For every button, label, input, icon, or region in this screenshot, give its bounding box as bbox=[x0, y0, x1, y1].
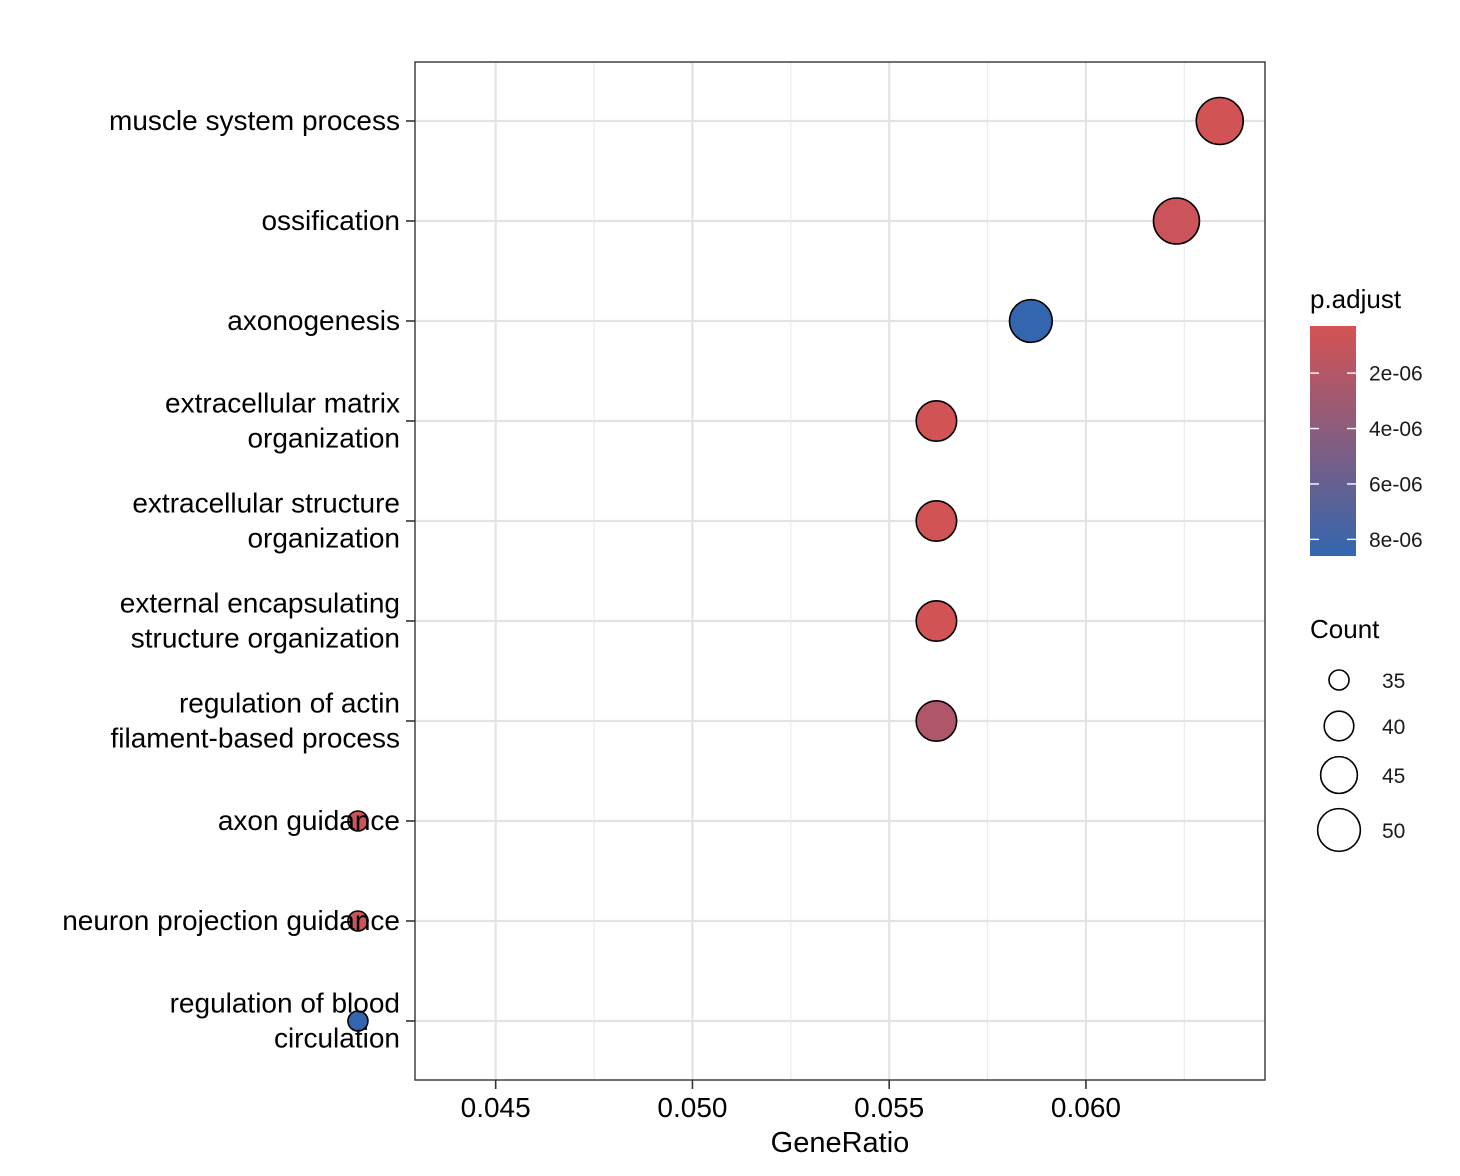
y-tick-label: regulation of blood bbox=[170, 988, 400, 1019]
x-tick-label: 0.055 bbox=[854, 1092, 924, 1123]
x-axis: 0.045 0.050 0.055 0.060 bbox=[461, 1080, 1121, 1123]
y-tick-label: regulation of actin bbox=[179, 688, 400, 719]
color-legend-label: 2e-06 bbox=[1369, 363, 1423, 386]
y-tick-label: filament-based process bbox=[111, 723, 400, 754]
y-tick-label: axon guidance bbox=[218, 805, 400, 836]
color-legend: p.adjust 2e-06 4e-06 6e-06 8e-06 bbox=[1310, 284, 1423, 556]
x-tick-label: 0.045 bbox=[461, 1092, 531, 1123]
y-tick-label: circulation bbox=[274, 1023, 400, 1054]
y-tick-label: external encapsulating bbox=[120, 588, 400, 619]
y-tick-label: extracellular matrix bbox=[165, 388, 400, 419]
color-legend-label: 6e-06 bbox=[1369, 473, 1423, 496]
size-legend-label: 50 bbox=[1382, 820, 1405, 843]
y-tick-label: organization bbox=[247, 423, 400, 454]
data-point bbox=[347, 1010, 369, 1032]
data-point bbox=[915, 599, 958, 643]
size-legend-circle bbox=[1323, 710, 1355, 742]
color-legend-label: 8e-06 bbox=[1369, 529, 1423, 552]
size-legend-circle bbox=[1319, 755, 1359, 795]
plot-panel-background bbox=[415, 62, 1265, 1080]
data-point bbox=[347, 910, 369, 932]
data-point bbox=[1152, 197, 1201, 245]
size-legend-label: 40 bbox=[1382, 716, 1405, 739]
y-tick-label: ossification bbox=[261, 205, 400, 236]
x-tick-label: 0.060 bbox=[1051, 1092, 1121, 1123]
plot-panel-border bbox=[414, 61, 1266, 1081]
y-tick-label: neuron projection guidance bbox=[62, 905, 400, 936]
y-tick-label: extracellular structure bbox=[132, 488, 400, 519]
data-point bbox=[1195, 96, 1245, 146]
size-legend-circle bbox=[1316, 807, 1362, 853]
y-tick-label: organization bbox=[247, 523, 400, 554]
y-tick-label: structure organization bbox=[131, 623, 400, 654]
size-legend: Count 35 40 45 50 bbox=[1310, 614, 1405, 853]
x-tick-label: 0.050 bbox=[657, 1092, 727, 1123]
y-tick-label: axonogenesis bbox=[227, 305, 400, 336]
x-axis-title: GeneRatio bbox=[771, 1127, 910, 1159]
color-legend-title: p.adjust bbox=[1310, 284, 1402, 314]
size-legend-label: 35 bbox=[1382, 670, 1405, 693]
data-point bbox=[1008, 298, 1054, 344]
size-legend-label: 45 bbox=[1382, 765, 1405, 788]
size-legend-title: Count bbox=[1310, 614, 1380, 644]
color-bar bbox=[1310, 326, 1356, 556]
y-axis: muscle system process ossification axonoge… bbox=[62, 105, 415, 1054]
data-point bbox=[915, 499, 958, 543]
color-legend-label: 4e-06 bbox=[1369, 418, 1423, 441]
data-point bbox=[915, 699, 958, 743]
data-points bbox=[347, 96, 1245, 1032]
major-gridlines bbox=[415, 62, 1265, 1080]
y-tick-label: muscle system process bbox=[109, 105, 400, 136]
data-point bbox=[915, 399, 958, 443]
size-legend-circle bbox=[1328, 669, 1350, 691]
data-point bbox=[347, 810, 369, 832]
